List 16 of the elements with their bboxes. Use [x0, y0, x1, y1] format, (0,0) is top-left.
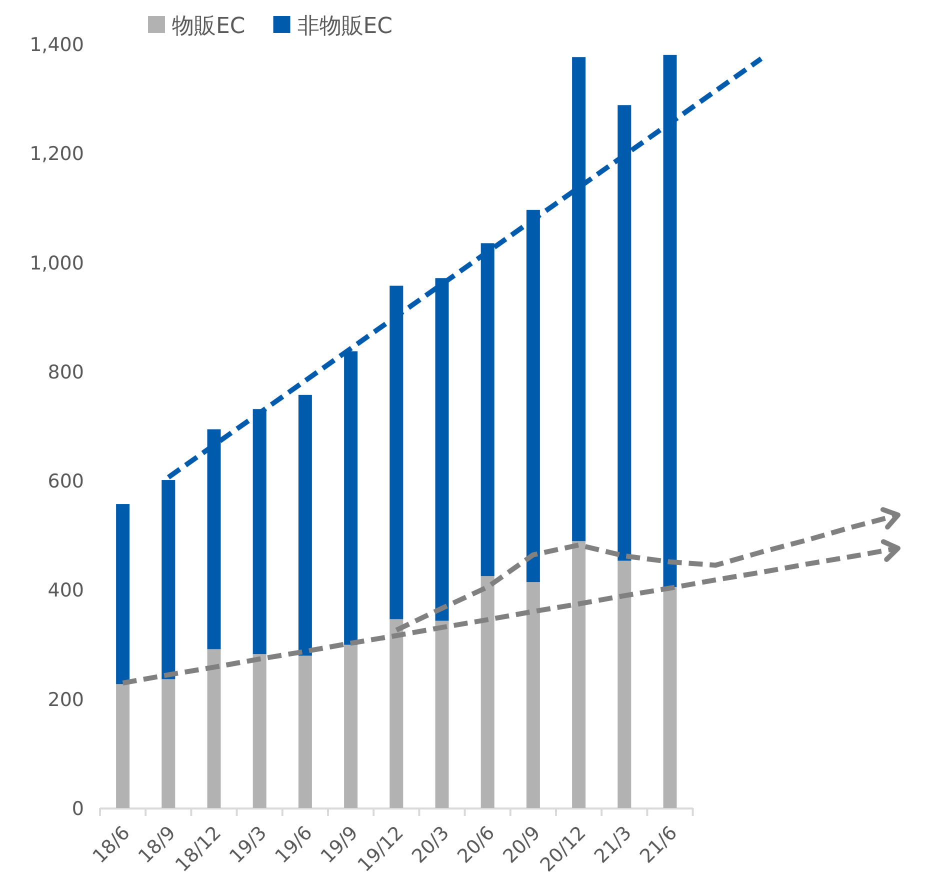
legend-label: 非物販EC — [297, 14, 393, 39]
bar — [344, 644, 358, 808]
bar — [162, 679, 176, 808]
y-tick-label: 200 — [48, 688, 84, 711]
bar — [116, 684, 130, 808]
y-tick-label: 400 — [48, 580, 84, 602]
y-tick-label: 600 — [48, 470, 84, 493]
y-tick-label: 0 — [72, 798, 84, 820]
y-tick-label: 1,200 — [30, 143, 84, 166]
bar — [207, 649, 221, 808]
legend-label: 物販EC — [172, 14, 246, 39]
bar — [252, 654, 266, 808]
y-tick-label: 1,000 — [30, 252, 84, 274]
bar — [298, 656, 312, 808]
y-tick-label: 800 — [48, 361, 84, 384]
y-tick-label: 1,400 — [30, 34, 84, 56]
